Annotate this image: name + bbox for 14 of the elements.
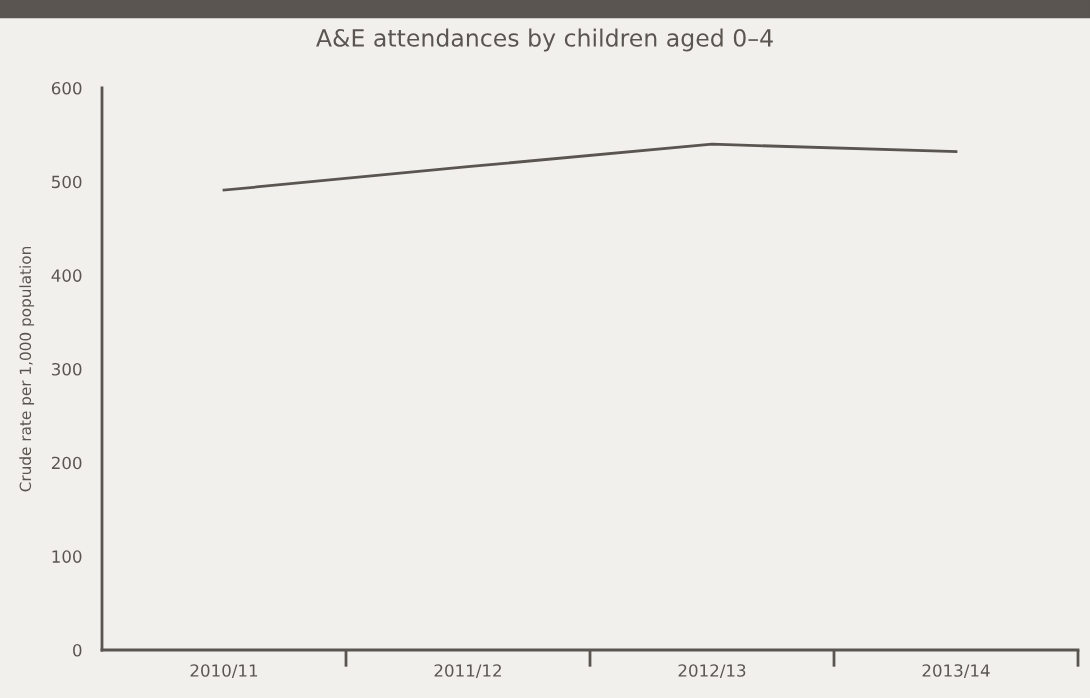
x-tick-label: 2010/11 xyxy=(190,664,258,679)
line-series xyxy=(222,142,958,192)
x-tick-label: 2012/13 xyxy=(678,664,746,679)
y-tick-label: 300 xyxy=(52,362,82,376)
y-tick-label: 100 xyxy=(52,550,82,563)
y-tick-label: 0 xyxy=(73,643,82,657)
y-tick-label: 400 xyxy=(51,269,82,282)
y-axis-title: Crude rate per 1,000 population xyxy=(19,247,35,492)
y-tick-label: 500 xyxy=(52,175,82,189)
y-tick-label: 600 xyxy=(51,81,82,95)
x-tick-label: 2013/14 xyxy=(922,664,990,679)
y-tick-label: 200 xyxy=(51,456,82,470)
chart-title: A&E attendances by children aged 0–4 xyxy=(316,28,773,52)
x-tick-label: 2011/12 xyxy=(434,664,501,679)
